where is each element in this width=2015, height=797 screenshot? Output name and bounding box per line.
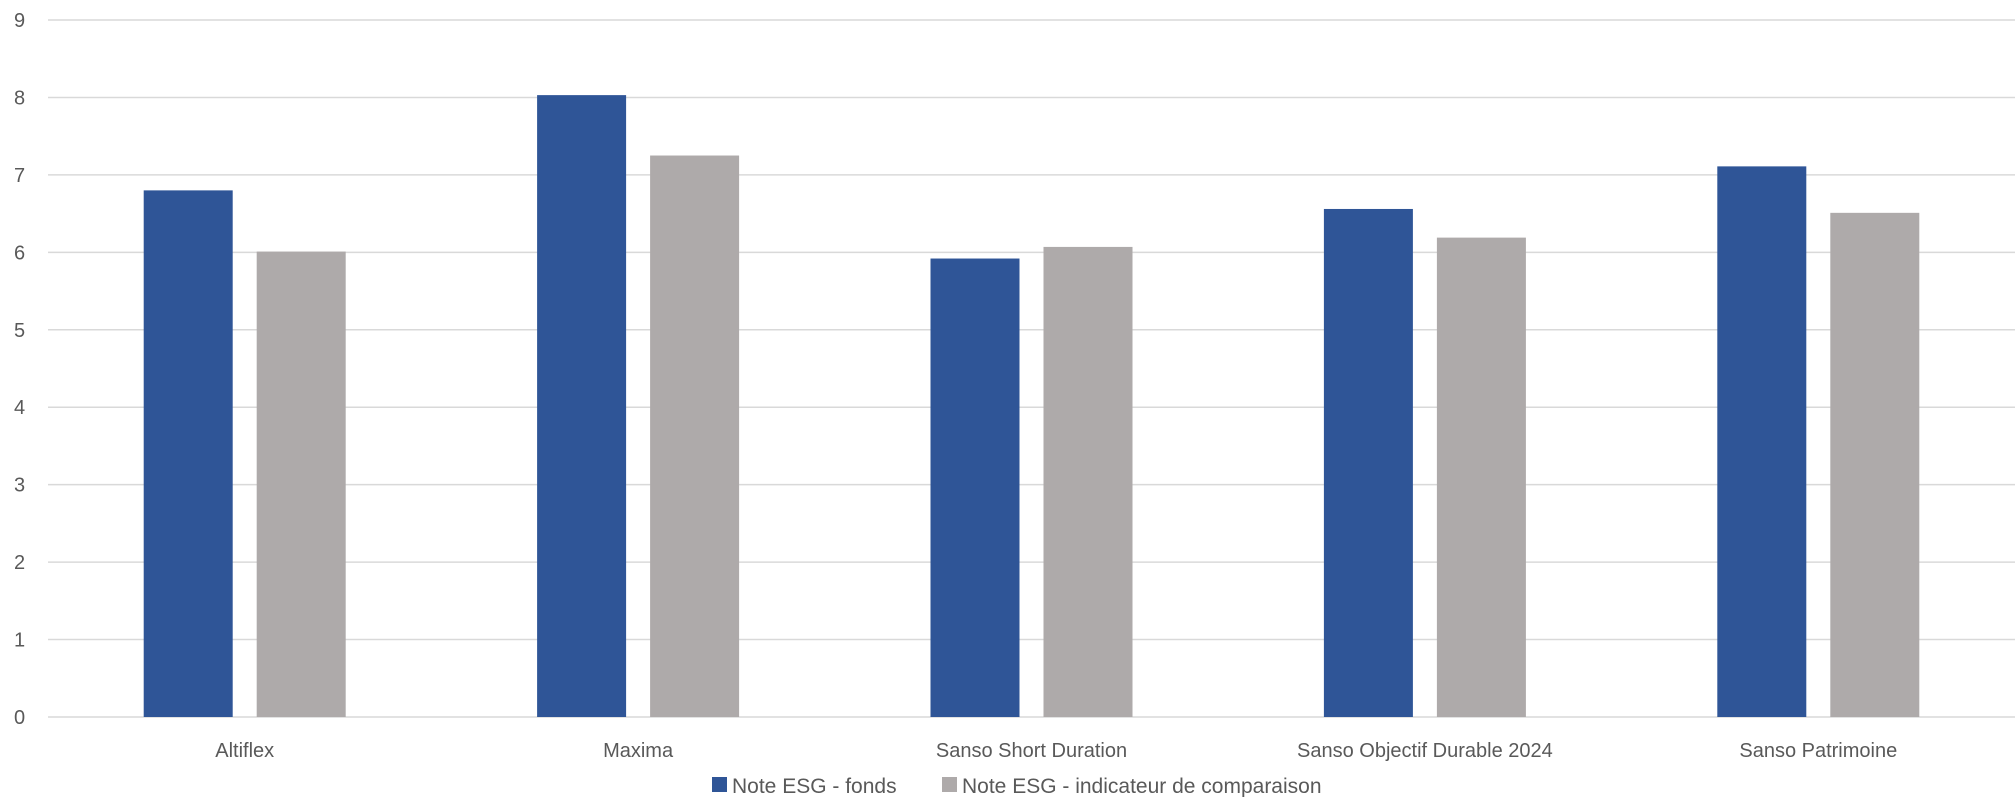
y-tick-label: 6 (14, 242, 25, 264)
bar-indicateur-2 (1043, 246, 1133, 717)
bars (143, 95, 1920, 718)
y-tick-label: 8 (14, 87, 25, 109)
bar-indicateur-0 (256, 251, 346, 717)
y-tick-label: 0 (14, 707, 25, 729)
bar-fonds-1 (537, 95, 627, 718)
gridlines (48, 19, 2015, 718)
legend-label-0: Note ESG - fonds (732, 775, 897, 797)
legend-label-1: Note ESG - indicateur de comparaison (962, 775, 1322, 797)
y-axis-ticks: 0 1 2 3 4 5 6 7 8 9 (14, 10, 25, 729)
legend: Note ESG - fonds Note ESG - indicateur de… (712, 775, 1322, 797)
x-axis-ticks: Altiflex Maxima Sanso Short Duration Sanso … (215, 740, 1897, 762)
y-tick-label: 9 (14, 10, 25, 32)
x-tick-label: Sanso Patrimoine (1739, 740, 1897, 762)
y-tick-label: 1 (14, 630, 25, 652)
y-tick-label: 7 (14, 165, 25, 187)
bar-fonds-4 (1717, 166, 1807, 717)
x-tick-label: Sanso Short Duration (936, 740, 1127, 762)
bar-fonds-3 (1323, 208, 1413, 717)
legend-swatch-1 (942, 777, 957, 792)
x-tick-label: Altiflex (215, 740, 274, 762)
x-tick-label: Sanso Objectif Durable 2024 (1297, 740, 1553, 762)
y-tick-label: 2 (14, 552, 25, 574)
bar-fonds-2 (930, 258, 1020, 717)
y-tick-label: 3 (14, 475, 25, 497)
bar-indicateur-1 (650, 155, 740, 717)
x-tick-label: Maxima (603, 740, 674, 762)
bar-fonds-0 (143, 190, 233, 717)
y-tick-label: 5 (14, 320, 25, 342)
bar-indicateur-4 (1830, 212, 1920, 717)
legend-swatch-0 (712, 777, 727, 792)
bar-indicateur-3 (1436, 237, 1526, 717)
y-tick-label: 4 (14, 397, 25, 419)
